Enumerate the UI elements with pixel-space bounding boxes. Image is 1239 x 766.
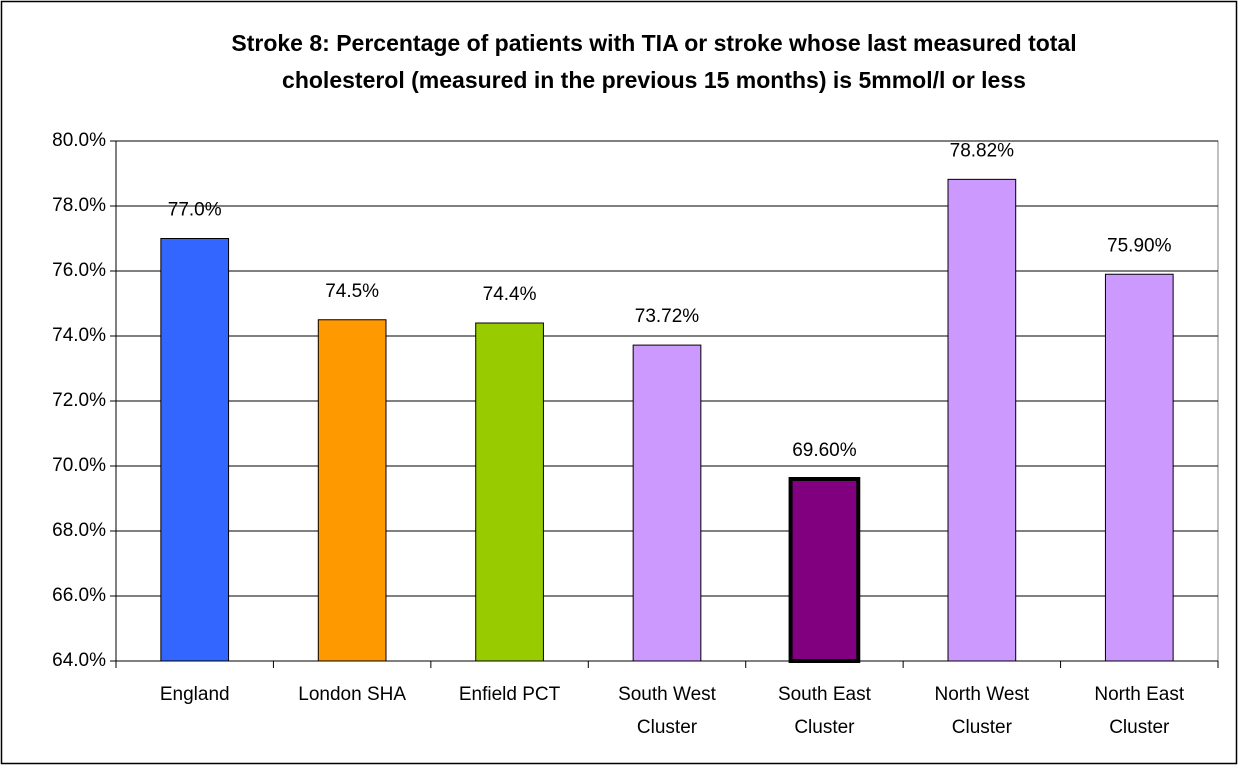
- value-label: 73.72%: [635, 306, 700, 327]
- y-tick-label: 68.0%: [52, 520, 106, 541]
- chart-title: Stroke 8: Percentage of patients with TI…: [231, 30, 1076, 93]
- bar: [788, 477, 861, 663]
- y-tick-label: 72.0%: [52, 390, 106, 411]
- bar: [317, 319, 387, 662]
- y-tick-label: 70.0%: [52, 455, 106, 476]
- value-label: 74.5%: [325, 281, 379, 302]
- value-label: 78.82%: [950, 140, 1015, 161]
- y-tick-label: 64.0%: [52, 650, 106, 671]
- y-tick-label: 80.0%: [52, 130, 106, 151]
- x-tick-label: North East Cluster: [1094, 684, 1184, 738]
- bar: [1104, 273, 1174, 662]
- value-label: 77.0%: [168, 200, 222, 221]
- x-tick-label: South West Cluster: [618, 684, 717, 738]
- bar: [475, 322, 544, 662]
- bar: [947, 178, 1017, 662]
- value-label: 69.60%: [792, 440, 857, 461]
- y-tick-label: 74.0%: [52, 325, 106, 346]
- value-label: 74.4%: [483, 284, 537, 305]
- x-tick-label: England: [160, 684, 230, 705]
- y-tick-label: 66.0%: [52, 585, 106, 606]
- x-tick-label: London SHA: [298, 684, 406, 705]
- x-tick-label: North West Cluster: [935, 684, 1030, 738]
- bar: [160, 238, 230, 662]
- x-tick-label: Enfield PCT: [459, 684, 561, 705]
- y-tick-label: 78.0%: [52, 195, 106, 216]
- value-label: 75.90%: [1107, 235, 1172, 256]
- bar: [632, 344, 702, 662]
- y-tick-label: 76.0%: [52, 260, 106, 281]
- x-tick-label: South East Cluster: [778, 684, 872, 738]
